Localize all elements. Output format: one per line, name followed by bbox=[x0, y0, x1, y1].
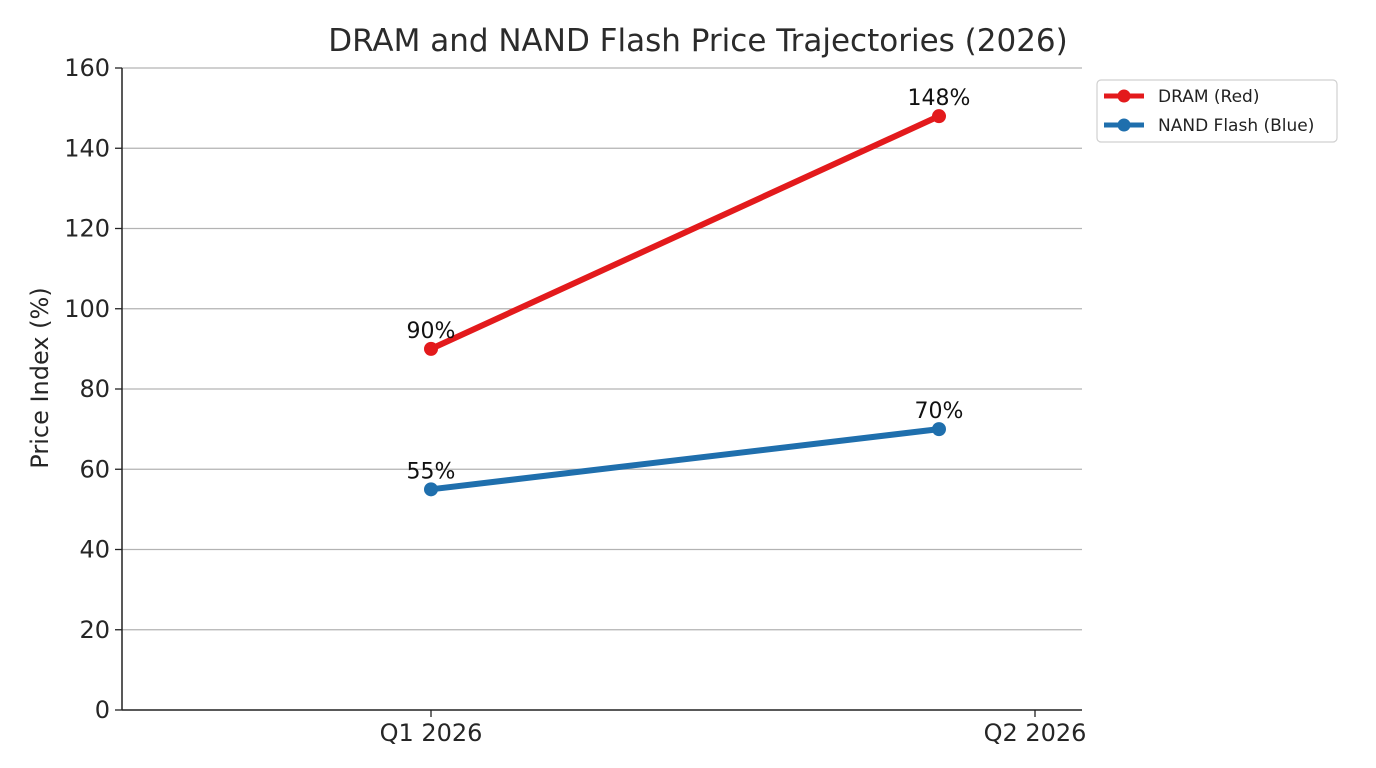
data-point-1-0 bbox=[424, 482, 438, 497]
series-0: 90% 148% bbox=[407, 86, 971, 356]
data-label-0-0: 90% bbox=[407, 319, 456, 344]
data-label-0-1: 148% bbox=[908, 86, 971, 111]
series-line-0 bbox=[428, 113, 942, 352]
x-tick-label-0: Q1 2026 bbox=[380, 719, 483, 747]
chart-title: DRAM and NAND Flash Price Trajectories (… bbox=[328, 23, 1068, 59]
x-axis-ticks: Q1 2026 Q2 2026 bbox=[380, 710, 1087, 747]
legend-swatch-marker-0 bbox=[1117, 89, 1131, 103]
gridlines bbox=[122, 67, 1082, 631]
x-tick-label-1: Q2 2026 bbox=[984, 719, 1087, 747]
data-point-0-0 bbox=[424, 341, 438, 356]
legend-swatch-marker-1 bbox=[1117, 118, 1131, 132]
legend-box bbox=[1096, 79, 1338, 143]
legend: DRAM (Red) NAND Flash (Blue) bbox=[1096, 79, 1338, 143]
y-tick-label-120: 120 bbox=[64, 215, 110, 243]
y-tick-label-0: 0 bbox=[95, 696, 110, 724]
data-label-1-1: 70% bbox=[915, 399, 964, 424]
series-group: 90% 148% 55% 70% bbox=[407, 86, 971, 497]
series-1: 55% 70% bbox=[407, 399, 964, 497]
legend-entry-0: DRAM (Red) bbox=[1158, 87, 1259, 107]
y-tick-label-160: 160 bbox=[64, 54, 110, 82]
y-axis-ticks: 0 20 40 60 80 100 120 140 160 bbox=[64, 54, 122, 724]
y-tick-label-60: 60 bbox=[79, 455, 110, 483]
data-point-0-1 bbox=[932, 109, 946, 124]
legend-entry-1: NAND Flash (Blue) bbox=[1158, 116, 1314, 136]
data-point-1-1 bbox=[932, 422, 946, 437]
data-label-1-0: 55% bbox=[407, 459, 456, 484]
y-tick-label-40: 40 bbox=[79, 536, 110, 564]
y-tick-label-100: 100 bbox=[64, 295, 110, 323]
y-tick-label-80: 80 bbox=[79, 375, 110, 403]
y-axis-label: Price Index (%) bbox=[26, 287, 54, 468]
series-line-1 bbox=[428, 426, 942, 493]
y-tick-label-140: 140 bbox=[64, 134, 110, 162]
y-tick-label-20: 20 bbox=[79, 616, 110, 644]
